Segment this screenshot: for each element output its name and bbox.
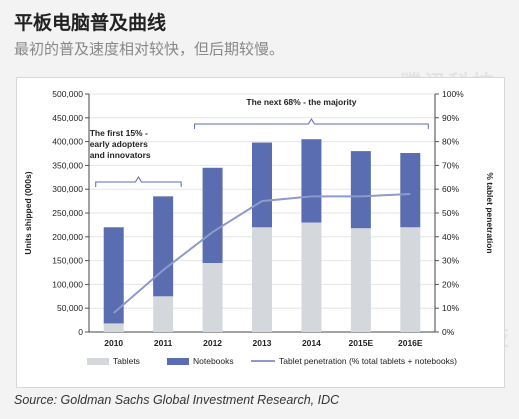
y2-tick-label: 70% — [442, 160, 459, 170]
bar-notebooks — [350, 151, 371, 229]
y-tick-label: 100,000 — [52, 279, 83, 289]
x-tick-label: 2011 — [154, 338, 173, 348]
y2-tick-label: 10% — [442, 303, 459, 313]
bar-tablets — [153, 296, 174, 332]
bar-tablets — [400, 227, 421, 332]
legend-swatch-notebooks — [167, 358, 189, 365]
y2-tick-label: 80% — [442, 137, 459, 147]
y2-tick-label: 40% — [442, 232, 459, 242]
bar-notebooks — [301, 139, 322, 223]
source-note: Source: Goldman Sachs Global Investment … — [14, 393, 340, 407]
y2-tick-label: 30% — [442, 256, 459, 266]
y-tick-label: 300,000 — [52, 184, 83, 194]
annotation-text-early: early adopters — [90, 139, 148, 149]
bar-tablets — [103, 323, 124, 332]
y2-tick-label: 50% — [442, 208, 459, 218]
x-tick-label: 2014 — [302, 338, 321, 348]
annotation-text-early: The first 15% - — [90, 128, 148, 138]
y-tick-label: 200,000 — [52, 232, 83, 242]
page-subtitle: 最初的普及速度相对较快，但后期较慢。 — [14, 40, 285, 58]
bar-tablets — [301, 222, 322, 332]
bar-notebooks — [252, 142, 272, 228]
y2-axis-title: % tablet penetration — [485, 172, 495, 253]
legend-label-penetration: Tablet penetration (% total tablets + no… — [279, 356, 457, 366]
y-tick-label: 50,000 — [57, 303, 83, 313]
y-tick-label: 150,000 — [52, 256, 83, 266]
y-tick-label: 350,000 — [52, 160, 83, 170]
annotation-brace-majority — [194, 118, 429, 129]
x-tick-label: 2012 — [203, 338, 222, 348]
bar-notebooks — [103, 227, 124, 324]
bar-notebooks — [153, 196, 174, 297]
page-title: 平板电脑普及曲线 — [14, 12, 167, 34]
bar-notebooks — [400, 153, 421, 228]
annotation-text-majority: The next 68% - the majority — [246, 97, 356, 107]
x-tick-label: 2010 — [104, 338, 123, 348]
legend-label-notebooks: Notebooks — [193, 356, 234, 366]
y-tick-label: 500,000 — [52, 89, 83, 99]
y-tick-label: 0 — [78, 327, 83, 337]
bar-tablets — [350, 228, 371, 332]
x-tick-label: 2016E — [398, 338, 423, 348]
y2-tick-label: 0% — [442, 327, 455, 337]
penetration-line — [113, 192, 411, 314]
y-tick-label: 250,000 — [52, 208, 83, 218]
tablet-adoption-chart: 0 50,000 100,000 150,000 200,000 250,000 300,0… — [23, 89, 495, 366]
y2-tick-label: 90% — [442, 113, 459, 123]
y2-tick-label: 20% — [442, 279, 459, 289]
y2-tick-label: 60% — [442, 184, 459, 194]
bar-tablets — [252, 227, 272, 332]
annotation-brace-early — [95, 176, 182, 187]
chart-container: 0 50,000 100,000 150,000 200,000 250,000 300,0… — [16, 77, 505, 388]
y-tick-label: 400,000 — [52, 137, 83, 147]
x-tick-label: 2013 — [253, 338, 272, 348]
bar-tablets — [202, 262, 223, 332]
bar-notebooks — [202, 167, 223, 263]
y-tick-label: 450,000 — [52, 113, 83, 123]
legend-label-tablets: Tablets — [113, 356, 140, 366]
y2-tick-label: 100% — [442, 89, 464, 99]
annotation-text-early: and innovators — [90, 150, 151, 160]
y-axis-title: Units shipped (000s) — [23, 171, 33, 254]
x-tick-label: 2015E — [349, 338, 374, 348]
legend-swatch-tablets — [87, 358, 109, 365]
